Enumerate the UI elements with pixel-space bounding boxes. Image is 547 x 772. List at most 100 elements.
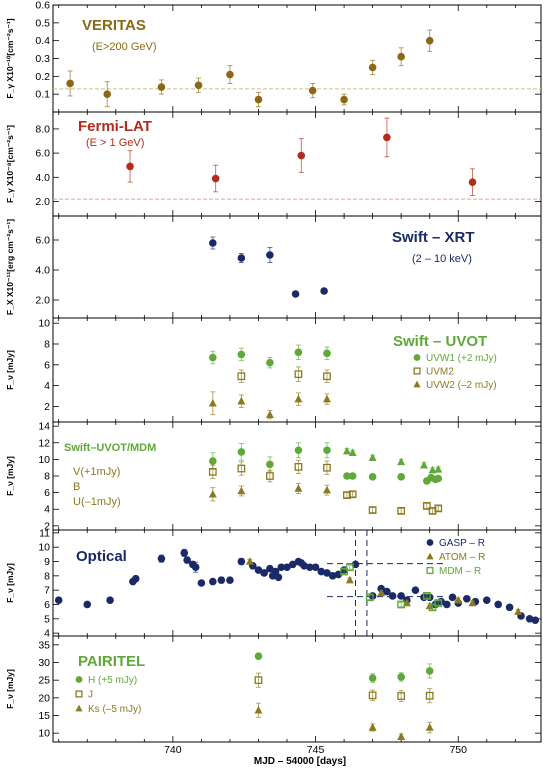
series-pairitel-1	[254, 672, 434, 704]
panel-subtitle: (E > 1 GeV)	[86, 137, 144, 149]
data-point	[377, 588, 386, 597]
y-tick-label: 0.6	[35, 0, 50, 12]
y-tick-label: 8	[44, 339, 50, 351]
y-tick-label: 6.0	[35, 235, 50, 247]
panels: 0.1 0.2 0.3 0.4 0.5 0.6 F_γ X10⁻¹⁰[cm⁻²s⁻¹] VER…	[5, 0, 542, 756]
data-point	[237, 396, 246, 405]
data-point	[323, 446, 331, 455]
y-tick-label: 4	[44, 380, 50, 392]
data-point	[420, 460, 428, 469]
data-point	[237, 557, 246, 566]
series-swift-uvot-2	[208, 391, 331, 420]
y-tick-label: 9	[44, 556, 50, 568]
data-point	[217, 576, 226, 584]
y-tick-label: 4.0	[35, 265, 50, 277]
y-tick-label: 25	[38, 675, 50, 687]
x-axis-label: MJD – 54000 [days]	[254, 756, 346, 767]
y-tick-label: 0.4	[35, 35, 50, 47]
data-point	[463, 594, 471, 603]
y-tick-label: 20	[38, 692, 50, 704]
band-label: B	[73, 481, 80, 493]
data-point	[317, 567, 326, 576]
data-point	[323, 349, 331, 358]
data-point	[340, 95, 348, 104]
band-label: U(–1mJy)	[73, 496, 121, 508]
y-tick-label: 30	[38, 657, 50, 669]
data-point	[254, 676, 263, 685]
series-fermi-0	[126, 117, 477, 196]
data-point	[328, 572, 337, 580]
data-point	[271, 567, 280, 576]
data-point	[320, 287, 328, 295]
data-point	[425, 723, 434, 731]
data-point	[505, 603, 514, 612]
data-point	[311, 563, 320, 572]
data-point	[245, 557, 254, 565]
data-point	[254, 652, 263, 660]
data-point	[294, 394, 303, 403]
series-pairitel-0	[254, 652, 434, 683]
panel-title: Optical	[76, 548, 127, 565]
data-point	[422, 592, 431, 600]
panel-title: Swift – UVOT	[393, 333, 487, 350]
y-tick-label: 11	[39, 527, 50, 539]
data-point	[397, 600, 406, 609]
legend-marker	[426, 566, 434, 575]
data-point	[482, 596, 491, 604]
y-tick-label: 14	[38, 421, 50, 433]
legend-marker	[426, 539, 434, 546]
data-point	[157, 554, 166, 563]
series-optical-1	[245, 557, 523, 615]
data-point	[208, 489, 217, 498]
legend-entry: MDM – R	[439, 566, 481, 577]
y-tick-label: 6	[44, 487, 50, 499]
y-axis-label: F_ν [mJy]	[5, 350, 15, 390]
data-point	[254, 95, 263, 104]
series-uvot-mdm-2	[208, 459, 443, 515]
data-point	[208, 398, 217, 407]
data-point	[323, 463, 331, 472]
y-tick-label: 2.0	[35, 295, 50, 307]
data-point	[411, 586, 420, 594]
legend-entry: Ks (–5 mJy)	[88, 704, 141, 715]
data-point	[345, 563, 354, 572]
data-point	[237, 448, 246, 456]
data-point	[197, 579, 206, 587]
y-tick-label: 4.0	[35, 172, 50, 184]
data-point	[209, 457, 217, 465]
data-point	[237, 254, 246, 262]
y-axis-label: F_ν [mJy]	[5, 456, 15, 496]
data-point	[343, 491, 351, 499]
data-point	[454, 595, 463, 604]
data-point	[254, 705, 263, 714]
legend-marker	[413, 367, 421, 375]
data-point	[209, 239, 217, 247]
data-point	[294, 348, 303, 357]
data-point	[103, 90, 112, 98]
data-point	[266, 358, 274, 367]
data-point	[428, 603, 437, 612]
panel-title: Fermi-LAT	[78, 118, 152, 135]
data-point	[266, 460, 274, 469]
data-point	[443, 600, 451, 609]
data-point	[468, 598, 477, 607]
legend-marker	[75, 676, 83, 683]
data-point	[425, 36, 434, 45]
data-point	[294, 462, 303, 471]
panel-optical: 4 5 6 7 8 9 10 11 F_ν [mJy] Optical GASP – R ATOM –…	[5, 527, 542, 640]
data-point	[368, 453, 377, 461]
legend-marker	[426, 552, 434, 560]
legend-marker	[75, 704, 83, 712]
legend-marker	[75, 690, 83, 698]
y-tick-label: 8	[44, 471, 50, 483]
data-point	[274, 573, 283, 582]
y-tick-label: 10	[38, 542, 50, 554]
legend-marker	[413, 380, 421, 388]
y-tick-label: 0.1	[35, 89, 50, 101]
data-point	[237, 464, 246, 473]
data-point	[525, 615, 534, 623]
data-point	[428, 465, 437, 474]
series-pairitel-2	[254, 702, 434, 740]
y-tick-label: 6.0	[35, 148, 50, 160]
